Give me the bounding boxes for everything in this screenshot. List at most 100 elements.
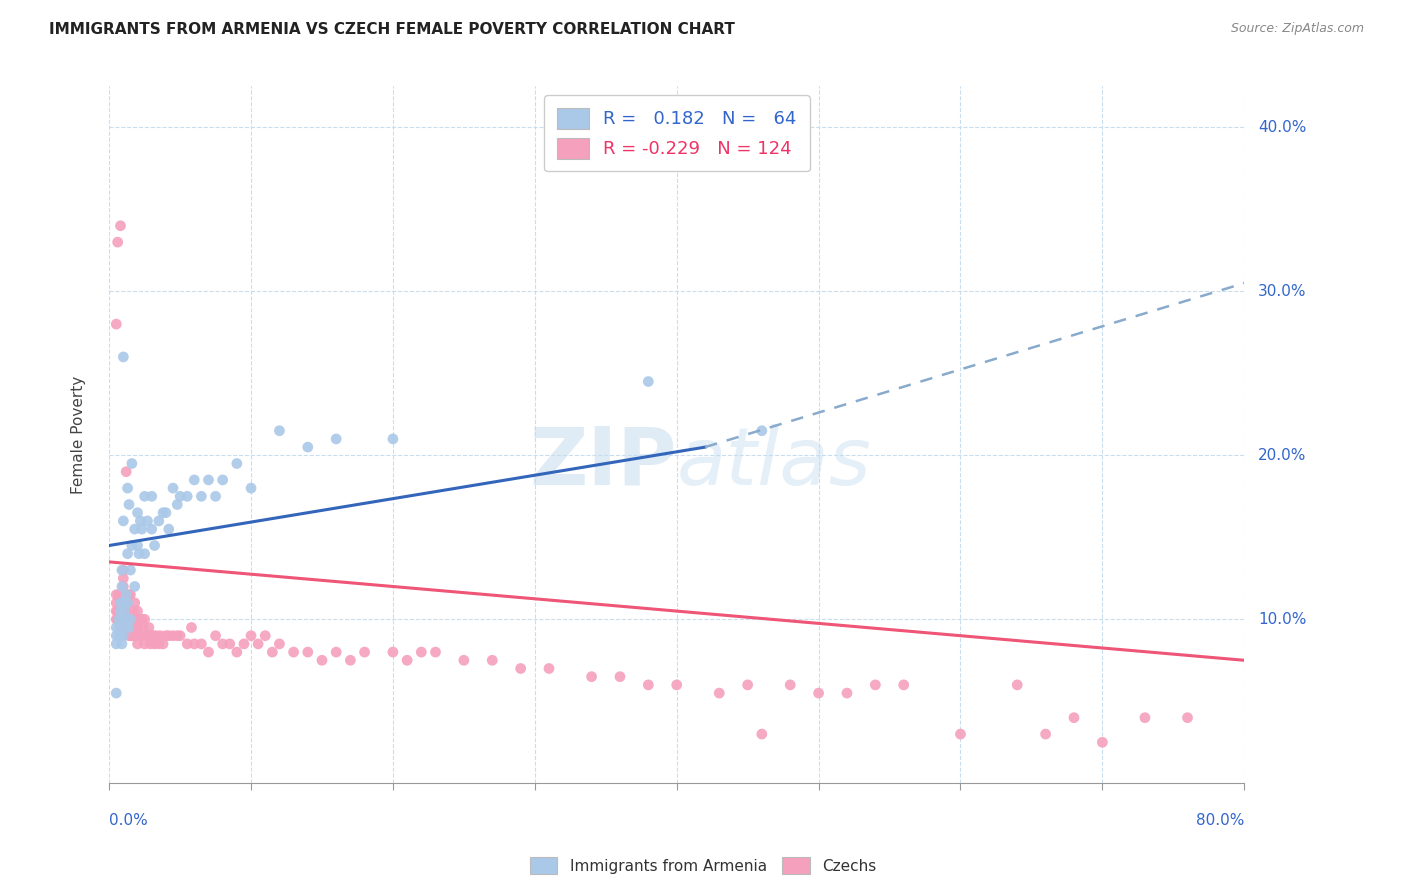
Point <box>142 629 165 643</box>
Point <box>121 539 143 553</box>
Point <box>105 629 128 643</box>
Point <box>176 637 198 651</box>
Point <box>117 596 139 610</box>
Point <box>105 620 128 634</box>
Point <box>197 645 219 659</box>
Point <box>247 637 270 651</box>
Point <box>111 637 134 651</box>
Point <box>134 612 156 626</box>
Point <box>115 612 138 626</box>
Point <box>108 612 131 626</box>
Point <box>127 506 149 520</box>
Point <box>240 629 263 643</box>
Point <box>125 620 148 634</box>
Point <box>509 661 531 675</box>
Point <box>110 596 132 610</box>
Point <box>155 506 177 520</box>
Point <box>112 612 135 626</box>
Point <box>121 612 143 626</box>
Point <box>152 506 174 520</box>
Point <box>325 432 347 446</box>
Point <box>120 629 142 643</box>
Point <box>108 588 131 602</box>
Point <box>131 629 153 643</box>
Point <box>1091 735 1114 749</box>
Point <box>134 489 156 503</box>
Point <box>117 596 139 610</box>
Point <box>110 612 132 626</box>
Point <box>1035 727 1057 741</box>
Y-axis label: Female Poverty: Female Poverty <box>72 376 86 494</box>
Point <box>110 219 132 233</box>
Point <box>129 514 152 528</box>
Point <box>136 514 159 528</box>
Point <box>865 678 887 692</box>
Text: 80.0%: 80.0% <box>1197 813 1244 828</box>
Point <box>1063 711 1085 725</box>
Point <box>118 498 141 512</box>
Text: Source: ZipAtlas.com: Source: ZipAtlas.com <box>1230 22 1364 36</box>
Point <box>118 588 141 602</box>
Point <box>108 629 131 643</box>
Point <box>1005 678 1028 692</box>
Point <box>105 637 128 651</box>
Point <box>107 604 129 618</box>
Point <box>128 547 150 561</box>
Point <box>145 629 167 643</box>
Point <box>225 457 247 471</box>
Point <box>152 637 174 651</box>
Point <box>157 629 180 643</box>
Point <box>190 489 212 503</box>
Point <box>180 620 202 634</box>
Point <box>381 645 404 659</box>
Point <box>107 612 129 626</box>
Point <box>269 424 291 438</box>
Point <box>105 596 128 610</box>
Point <box>325 645 347 659</box>
Point <box>143 637 166 651</box>
Point <box>751 424 773 438</box>
Point <box>381 432 404 446</box>
Point <box>128 612 150 626</box>
Point <box>105 604 128 618</box>
Point <box>117 612 139 626</box>
Point <box>129 629 152 643</box>
Point <box>112 350 135 364</box>
Point <box>112 596 135 610</box>
Text: IMMIGRANTS FROM ARMENIA VS CZECH FEMALE POVERTY CORRELATION CHART: IMMIGRANTS FROM ARMENIA VS CZECH FEMALE … <box>49 22 735 37</box>
Point <box>1133 711 1156 725</box>
Point <box>112 596 135 610</box>
Point <box>311 653 333 667</box>
Point <box>121 629 143 643</box>
Point <box>453 653 475 667</box>
Point <box>737 678 759 692</box>
Point <box>115 588 138 602</box>
Point <box>108 612 131 626</box>
Point <box>115 465 138 479</box>
Point <box>117 547 139 561</box>
Point <box>129 612 152 626</box>
Point <box>339 653 361 667</box>
Point <box>149 629 172 643</box>
Point <box>120 563 142 577</box>
Legend: R =   0.182   N =   64, R = -0.229   N = 124: R = 0.182 N = 64, R = -0.229 N = 124 <box>544 95 810 171</box>
Point <box>155 629 177 643</box>
Point <box>127 620 149 634</box>
Text: 10.0%: 10.0% <box>1258 612 1306 627</box>
Point <box>240 481 263 495</box>
Point <box>111 596 134 610</box>
Point <box>169 629 191 643</box>
Point <box>112 604 135 618</box>
Legend: Immigrants from Armenia, Czechs: Immigrants from Armenia, Czechs <box>524 851 882 880</box>
Point <box>283 645 305 659</box>
Point <box>112 580 135 594</box>
Point <box>169 489 191 503</box>
Point <box>122 629 145 643</box>
Point <box>709 686 731 700</box>
Text: 30.0%: 30.0% <box>1258 284 1306 299</box>
Point <box>297 440 319 454</box>
Point <box>120 588 142 602</box>
Point <box>138 620 160 634</box>
Point <box>112 571 135 585</box>
Point <box>114 596 136 610</box>
